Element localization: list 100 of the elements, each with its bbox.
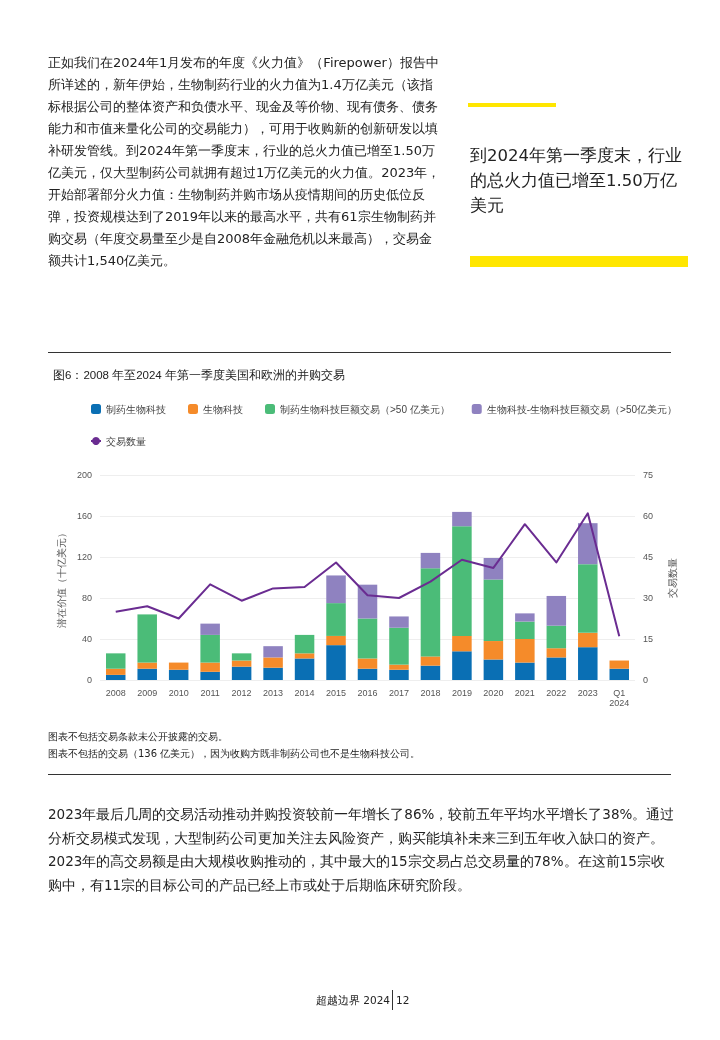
y-tick-label: 120 [76,552,92,562]
text: 2023年最后几周的交易活动推动并购投资较前一年增长了86%，较前五年平均水平增长了38%。通过分析交易模式发现，大型制药公司更加关注去风险资产，购买能填补未来三到五年收入缺口的资产。2023年的高交易额是由大规模收购推动的，其中最大的15宗交易占总交易量的78%。在这前15宗收购中，有11宗的目标公司的产品已经上市或处于后期临床研究阶段。 [48,805,676,895]
bar [326,603,346,636]
bar [483,659,504,680]
bar [389,627,409,665]
x-tick-label: 2010 [168,688,189,698]
bar [200,634,220,663]
bar [294,658,315,680]
bar [483,641,504,660]
bar [546,657,567,680]
legend-label: 制药生物科技巨额交易（>50 亿美元） [280,403,450,415]
legend-label: 交易数量 [106,435,146,447]
x-tick-label: 2013 [263,688,284,698]
x-tick-label: 2023 [577,688,598,698]
bar [326,645,346,680]
y-tick-label: 40 [81,634,92,644]
x-tick-label: 2015 [326,688,347,698]
bar [515,621,535,639]
bar [231,666,252,680]
bar [137,662,157,669]
x-tick-label: 2020 [483,688,504,698]
bar [609,668,630,680]
bar [578,647,598,680]
text: 超越边界 2024 [314,993,390,1007]
y2-tick-label: 75 [643,470,654,480]
bar [231,660,252,667]
bar [357,584,378,619]
bar [389,616,409,628]
line-series [114,512,621,638]
chart-title: 图6：2008 年至2024 年第一季度美国和欧洲的并购交易 [53,368,345,381]
x-tick-label: 2017 [388,688,409,698]
bar [546,595,567,626]
bar [420,656,441,666]
bar [452,635,472,652]
bar [483,579,504,642]
bar [452,651,472,680]
bar [389,669,409,680]
y2-tick-label: 15 [643,634,654,644]
x-tick-label: Q1 2024 [609,688,630,708]
bar [420,665,441,680]
bar [200,662,220,672]
y2-tick-label: 60 [643,511,654,521]
legend-label: 生物科技-生物科技巨额交易（>50亿美元） [486,403,678,415]
y-tick-label: 80 [81,593,92,603]
legend-label: 生物科技 [203,403,243,415]
bar [105,674,126,680]
bar [578,523,598,565]
bar [294,653,315,659]
x-tick-label: 2018 [420,688,441,698]
bar [578,564,598,633]
bar [357,618,378,659]
bar [137,668,157,680]
y-axis-title: 潜在价值（十亿美元） [55,527,67,628]
bar [515,613,535,622]
y-tick-label: 0 [86,675,92,685]
y-tick-label: 160 [76,511,92,521]
bar [515,662,535,680]
y2-tick-label: 45 [643,552,654,562]
bar [168,662,189,670]
bar [263,667,283,680]
bar [578,632,598,648]
bar [294,634,315,654]
bar [546,625,567,649]
text: 12 [396,993,411,1007]
bar [420,568,441,657]
x-tick-label: 2016 [357,688,378,698]
x-tick-label: 2012 [231,688,252,698]
bar [420,552,441,569]
bar [263,657,283,668]
y2-tick-label: 30 [643,593,654,603]
x-tick-label: 2019 [451,688,472,698]
bar [200,671,220,680]
bar [105,653,126,669]
bar [137,614,157,663]
text: 图表不包括的交易（136 亿美元），因为收购方既非制药公司也不是生物科技公司。 [48,747,422,760]
x-tick-label: 2021 [514,688,535,698]
bar [326,575,346,604]
bar [452,511,472,527]
y2-axis-title: 交易数量 [666,557,678,598]
x-tick-label: 2008 [105,688,126,698]
x-tick-label: 2009 [137,688,158,698]
bar [168,669,189,680]
bar [326,635,346,646]
y2-tick-label: 0 [643,675,649,685]
bar [263,646,283,658]
bar [105,668,126,675]
bar [546,648,567,658]
bar [357,658,378,669]
bar [609,660,630,669]
bar [452,526,472,636]
text: 到2024年第一季度末，行业的总火力值已增至1.50万亿美元 [470,145,683,217]
bar [231,653,252,661]
text: 正如我们在2024年1月发布的年度《火力值》（Firepower）报告中所详述的，新年伊始，生物制药行业的火力值为1.4万亿美元（该指标根据公司的整体资产和负债水平、现金及等价物、现有债务、债务能力和市值来量化公司的交易能力），可用于收购新的创新研发以填补研发管线。到2024年第一季度末，行业的总火力值已增至1.50万亿美元，仅大型制药公司就拥有超过1万亿美元的火力值。2023年，开始部署部分火力值：生物制药并购市场从疫情期间的历史低位反弹，投资规模达到了2019年以来的最高水平，共有61宗生物制药并购交易（年度交易量至少是自2008年金融危机以来最高），交易金额共计1,540亿美元。 [48,55,441,268]
bar [357,668,378,680]
bar [515,639,535,663]
text: 图表不包括交易条款未公开披露的交易。 [48,730,229,743]
y-tick-label: 200 [76,470,92,480]
x-tick-label: 2011 [200,688,220,698]
x-tick-label: 2014 [294,688,315,698]
bar [389,664,409,670]
